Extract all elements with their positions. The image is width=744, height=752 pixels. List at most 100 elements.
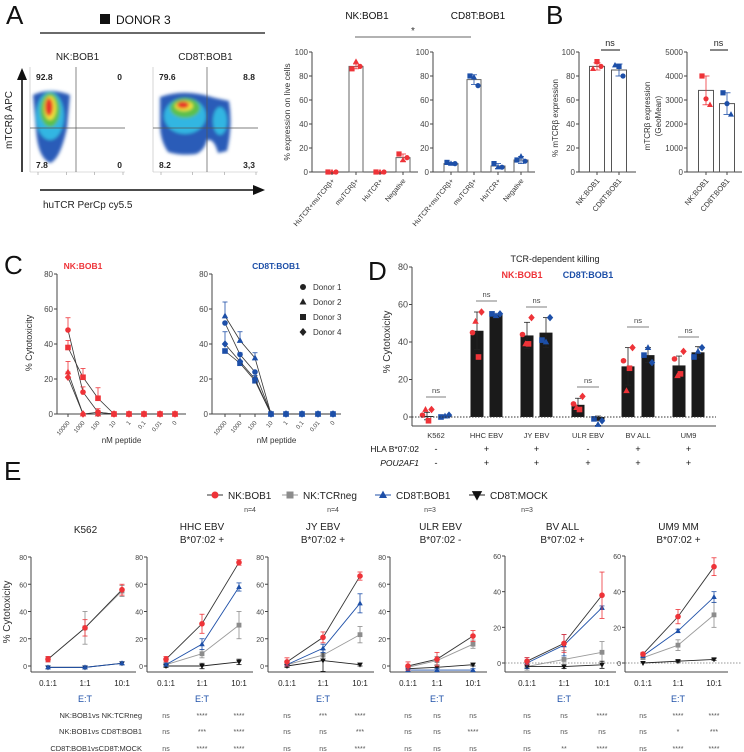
data-point bbox=[675, 659, 681, 665]
data-point bbox=[677, 371, 684, 377]
e-chart-title: B*07:02 + bbox=[540, 535, 584, 546]
et-tick-label: 1:1 bbox=[672, 679, 684, 688]
e-chart-title: UM9 MM bbox=[658, 522, 699, 533]
e-1-y-tick-label: 80 bbox=[135, 555, 143, 562]
dose-tick-label: 100 bbox=[247, 420, 258, 432]
data-point bbox=[94, 408, 102, 417]
data-point bbox=[199, 641, 205, 647]
data-point bbox=[720, 90, 726, 96]
data-point bbox=[470, 662, 476, 668]
data-point bbox=[236, 337, 244, 343]
data-point bbox=[45, 656, 51, 662]
stats-value: ns bbox=[433, 713, 441, 720]
data-point bbox=[381, 169, 387, 175]
e-5-y-tick-label: 20 bbox=[613, 625, 621, 632]
c-0-y-tick-label: 20 bbox=[44, 375, 53, 384]
stats-value: **** bbox=[355, 746, 366, 752]
stats-value: **** bbox=[468, 729, 479, 736]
a-bars-0-y-tick-label: 40 bbox=[299, 120, 308, 129]
b-3-y-tick-label: 2000 bbox=[665, 120, 683, 129]
stats-value: ns bbox=[639, 746, 647, 752]
data-point bbox=[119, 660, 125, 666]
stats-value: ns bbox=[319, 729, 327, 736]
data-point bbox=[703, 96, 709, 102]
a-bar-chart-title: CD8T:BOB1 bbox=[451, 11, 506, 22]
data-point bbox=[404, 155, 410, 161]
cell-line-label: ULR EBV bbox=[572, 431, 604, 440]
legend-label: CD8T:BOB1 bbox=[396, 491, 451, 502]
panel-label-b: B bbox=[546, 0, 563, 30]
legend-marker-icon bbox=[300, 284, 306, 290]
d-y-tick-label: 0 bbox=[403, 412, 408, 422]
quadrant-percent: 8.8 bbox=[243, 72, 255, 82]
data-point bbox=[598, 416, 606, 425]
d-y-tick-label: 80 bbox=[398, 262, 408, 272]
a-bars-1-y-tick-label: 80 bbox=[420, 72, 429, 81]
data-point bbox=[163, 661, 169, 667]
dose-tick-label: 1000 bbox=[230, 420, 244, 435]
et-axis-label: E:T bbox=[430, 694, 445, 704]
stats-value: **** bbox=[597, 746, 608, 752]
series-line bbox=[526, 594, 603, 662]
significance-label: ns bbox=[685, 326, 693, 335]
density-blob bbox=[33, 91, 70, 163]
data-point bbox=[598, 63, 604, 69]
legend-label: Donor 1 bbox=[313, 283, 342, 292]
cell-line-label: UM9 bbox=[681, 431, 697, 440]
data-point bbox=[495, 163, 501, 170]
arrow-up-icon bbox=[17, 68, 27, 80]
category-label: muTCRβ+ bbox=[452, 178, 478, 207]
donor-square-icon bbox=[100, 14, 110, 24]
e-2-y-tick-label: 0 bbox=[260, 664, 264, 671]
data-point bbox=[353, 58, 359, 64]
data-point bbox=[349, 66, 355, 72]
data-point bbox=[561, 664, 567, 670]
c-y-label: % Cytotoxicity bbox=[24, 314, 34, 371]
e-chart-title: BV ALL bbox=[546, 522, 580, 533]
stats-value: ns bbox=[523, 729, 531, 736]
data-point bbox=[620, 73, 626, 79]
dose-tick-label: 0,1 bbox=[138, 420, 148, 431]
stats-value: ns bbox=[560, 729, 568, 736]
stats-value: **** bbox=[597, 713, 608, 720]
donor-header: DONOR 3 bbox=[116, 13, 171, 27]
data-point bbox=[357, 63, 363, 69]
hla-sign: - bbox=[435, 444, 438, 454]
a-bars-0-y-tick-label: 80 bbox=[299, 72, 308, 81]
data-point bbox=[525, 341, 532, 347]
data-point bbox=[724, 101, 730, 107]
data-point bbox=[616, 63, 622, 69]
data-point bbox=[156, 410, 164, 418]
data-point bbox=[80, 389, 86, 395]
quadrant-percent: 79.6 bbox=[159, 72, 176, 82]
data-point bbox=[489, 311, 495, 317]
panel-label-a: A bbox=[6, 0, 24, 30]
legend-marker-icon bbox=[378, 490, 388, 498]
density-peak bbox=[45, 98, 53, 116]
c-1-y-tick-label: 60 bbox=[199, 305, 208, 314]
panel-label-e: E bbox=[4, 456, 21, 486]
stats-value: *** bbox=[319, 713, 327, 720]
data-point bbox=[629, 343, 636, 352]
e-1-y-tick-label: 60 bbox=[135, 582, 143, 589]
e-chart-title: B*07:02 + bbox=[301, 535, 345, 546]
et-tick-label: 1:1 bbox=[196, 679, 208, 688]
c-x-label: nM peptide bbox=[257, 436, 297, 445]
c-chart-title: NK:BOB1 bbox=[64, 261, 103, 271]
stats-value: ns bbox=[283, 746, 291, 752]
stats-value: **** bbox=[234, 713, 245, 720]
data-point bbox=[594, 421, 602, 427]
data-point bbox=[65, 344, 71, 351]
significance-label: ns bbox=[634, 316, 642, 325]
legend-marker-icon bbox=[211, 491, 219, 499]
c-1-y-tick-label: 20 bbox=[199, 375, 208, 384]
legend-marker-icon bbox=[286, 491, 294, 499]
hla-row-label: HLA B*07:02 bbox=[370, 444, 419, 454]
quadrant-percent: 3,3 bbox=[243, 160, 255, 170]
data-point bbox=[641, 352, 647, 358]
a-bars-1-y-tick-label: 60 bbox=[420, 96, 429, 105]
data-point bbox=[675, 613, 681, 620]
data-point bbox=[467, 73, 473, 79]
data-point bbox=[171, 410, 179, 418]
data-point bbox=[546, 313, 554, 322]
